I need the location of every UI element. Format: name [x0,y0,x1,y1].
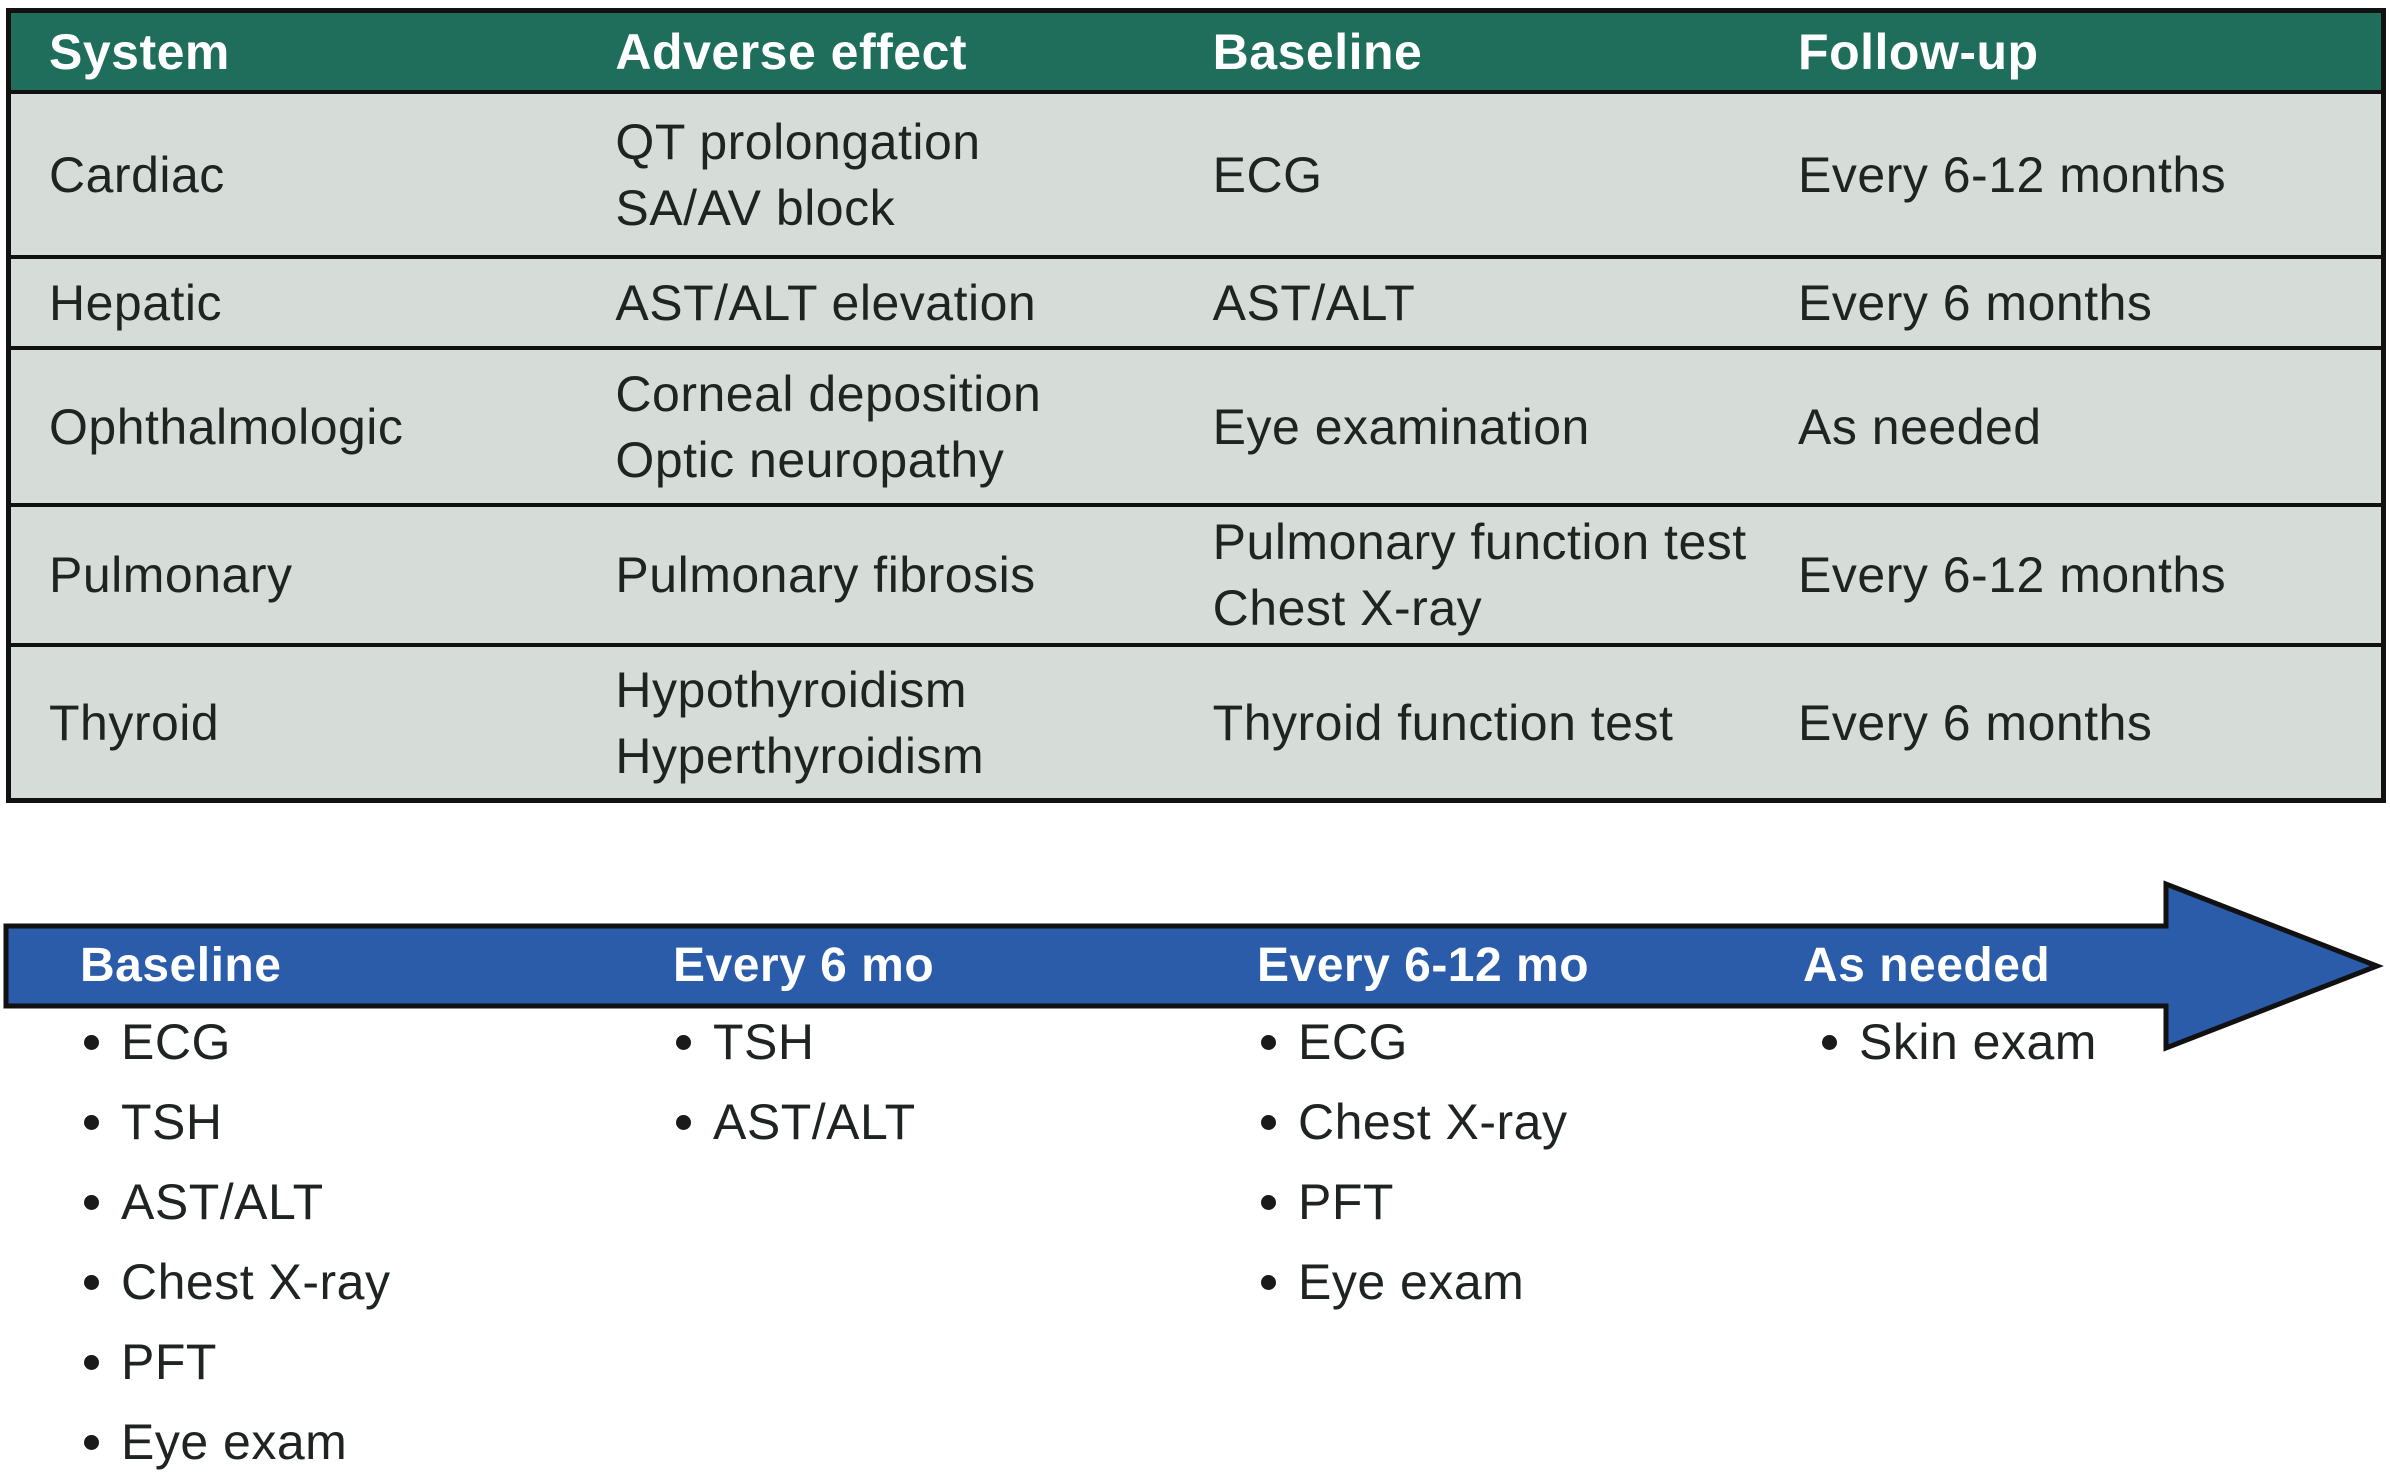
phase-label-every-6-mo: Every 6 mo [673,939,935,992]
cell-adverse-effect: QT prolongation SA/AV block [615,113,981,236]
list-item: AST/ALT [676,1082,916,1162]
cell-system: Ophthalmologic [49,398,404,455]
cell-adverse-effect: AST/ALT elevation [615,274,1037,331]
list-item: PFT [1261,1162,1567,1242]
list-item-label: AST/ALT [121,1174,324,1230]
cell-follow-up: Every 6-12 months [1798,146,2227,203]
cell-adverse-effect: Corneal deposition Optic neuropathy [615,365,1042,488]
list-item-label: Chest X-ray [1298,1094,1568,1150]
phase-list-every-6-12-mo: ECG Chest X-ray PFT Eye exam [1261,1002,1567,1322]
column-header-baseline: Baseline [1212,23,1423,80]
phase-list-baseline: ECG TSH AST/ALT Chest X-ray PFT Eye exam [84,1002,390,1474]
bullet-icon [84,1354,99,1370]
bullet-icon [1261,1194,1276,1210]
bullet-icon [84,1034,99,1050]
column-header-follow-up: Follow-up [1798,23,2039,80]
bullet-icon [1261,1034,1276,1050]
list-item-label: AST/ALT [713,1094,916,1150]
list-item-label: PFT [1298,1174,1394,1230]
list-item-label: Chest X-ray [121,1254,391,1310]
list-item: Chest X-ray [1261,1082,1567,1162]
table-row-thyroid: Thyroid Hypothyroidism Hyperthyroidism T… [11,643,2381,798]
bullet-icon [1261,1274,1276,1290]
bullet-icon [84,1274,99,1290]
bullet-icon [84,1434,99,1450]
cell-follow-up: As needed [1798,398,2042,455]
list-item: Skin exam [1822,1002,2097,1082]
phase-label-every-6-12-mo: Every 6-12 mo [1257,939,1590,992]
bullet-icon [84,1194,99,1210]
phase-list-every-6-mo: TSH AST/ALT [676,1002,916,1162]
list-item: AST/ALT [84,1162,390,1242]
list-item: Eye exam [1261,1242,1567,1322]
column-header-adverse-effect: Adverse effect [615,23,968,80]
cell-baseline: Pulmonary function test Chest X-ray [1212,514,1747,636]
cell-system: Thyroid [49,694,220,751]
timeline-phase-labels: Baseline Every 6 mo Every 6-12 mo As nee… [0,926,2390,1006]
list-item: Chest X-ray [84,1242,390,1322]
bullet-icon [84,1114,99,1130]
list-item-label: Eye exam [1298,1254,1525,1310]
table-row-cardiac: Cardiac QT prolongation SA/AV block ECG … [11,90,2381,255]
cell-follow-up: Every 6-12 months [1798,547,2227,603]
list-item: TSH [676,1002,916,1082]
list-item: ECG [84,1002,390,1082]
cell-baseline: Thyroid function test [1212,694,1674,751]
cell-adverse-effect: Hypothyroidism Hyperthyroidism [615,661,985,784]
list-item: Eye exam [84,1402,390,1474]
list-item-label: PFT [121,1334,217,1390]
cell-baseline: ECG [1212,146,1323,203]
list-item-label: Skin exam [1859,1014,2097,1070]
phase-label-as-needed: As needed [1803,939,2051,992]
cell-system: Hepatic [49,274,223,331]
list-item-label: ECG [121,1014,231,1070]
bullet-icon [676,1034,691,1050]
list-item-label: TSH [121,1094,223,1150]
cell-baseline: Eye examination [1212,398,1590,455]
cell-follow-up: Every 6 months [1798,274,2153,331]
bullet-icon [1822,1034,1837,1050]
list-item: TSH [84,1082,390,1162]
cell-adverse-effect: Pulmonary fibrosis [615,547,1036,603]
list-item-label: Eye exam [121,1414,348,1470]
cell-system: Cardiac [49,146,225,203]
bullet-icon [1261,1114,1276,1130]
table-header-row: System Adverse effect Baseline Follow-up [11,13,2381,90]
list-item-label: TSH [713,1014,815,1070]
column-header-system: System [49,23,230,80]
cell-baseline: AST/ALT [1212,274,1416,331]
bullet-icon [676,1114,691,1130]
monitoring-table: System Adverse effect Baseline Follow-up… [6,8,2386,803]
list-item: ECG [1261,1002,1567,1082]
table-row-ophthalmologic: Ophthalmologic Corneal deposition Optic … [11,346,2381,503]
list-item: PFT [84,1322,390,1402]
phase-list-as-needed: Skin exam [1822,1002,2097,1082]
cell-follow-up: Every 6 months [1798,694,2153,751]
table-row-hepatic: Hepatic AST/ALT elevation AST/ALT Every … [11,255,2381,346]
cell-system: Pulmonary [49,547,293,603]
table-row-pulmonary: Pulmonary Pulmonary fibrosis Pulmonary f… [11,503,2381,643]
phase-label-baseline: Baseline [80,939,282,992]
list-item-label: ECG [1298,1014,1408,1070]
